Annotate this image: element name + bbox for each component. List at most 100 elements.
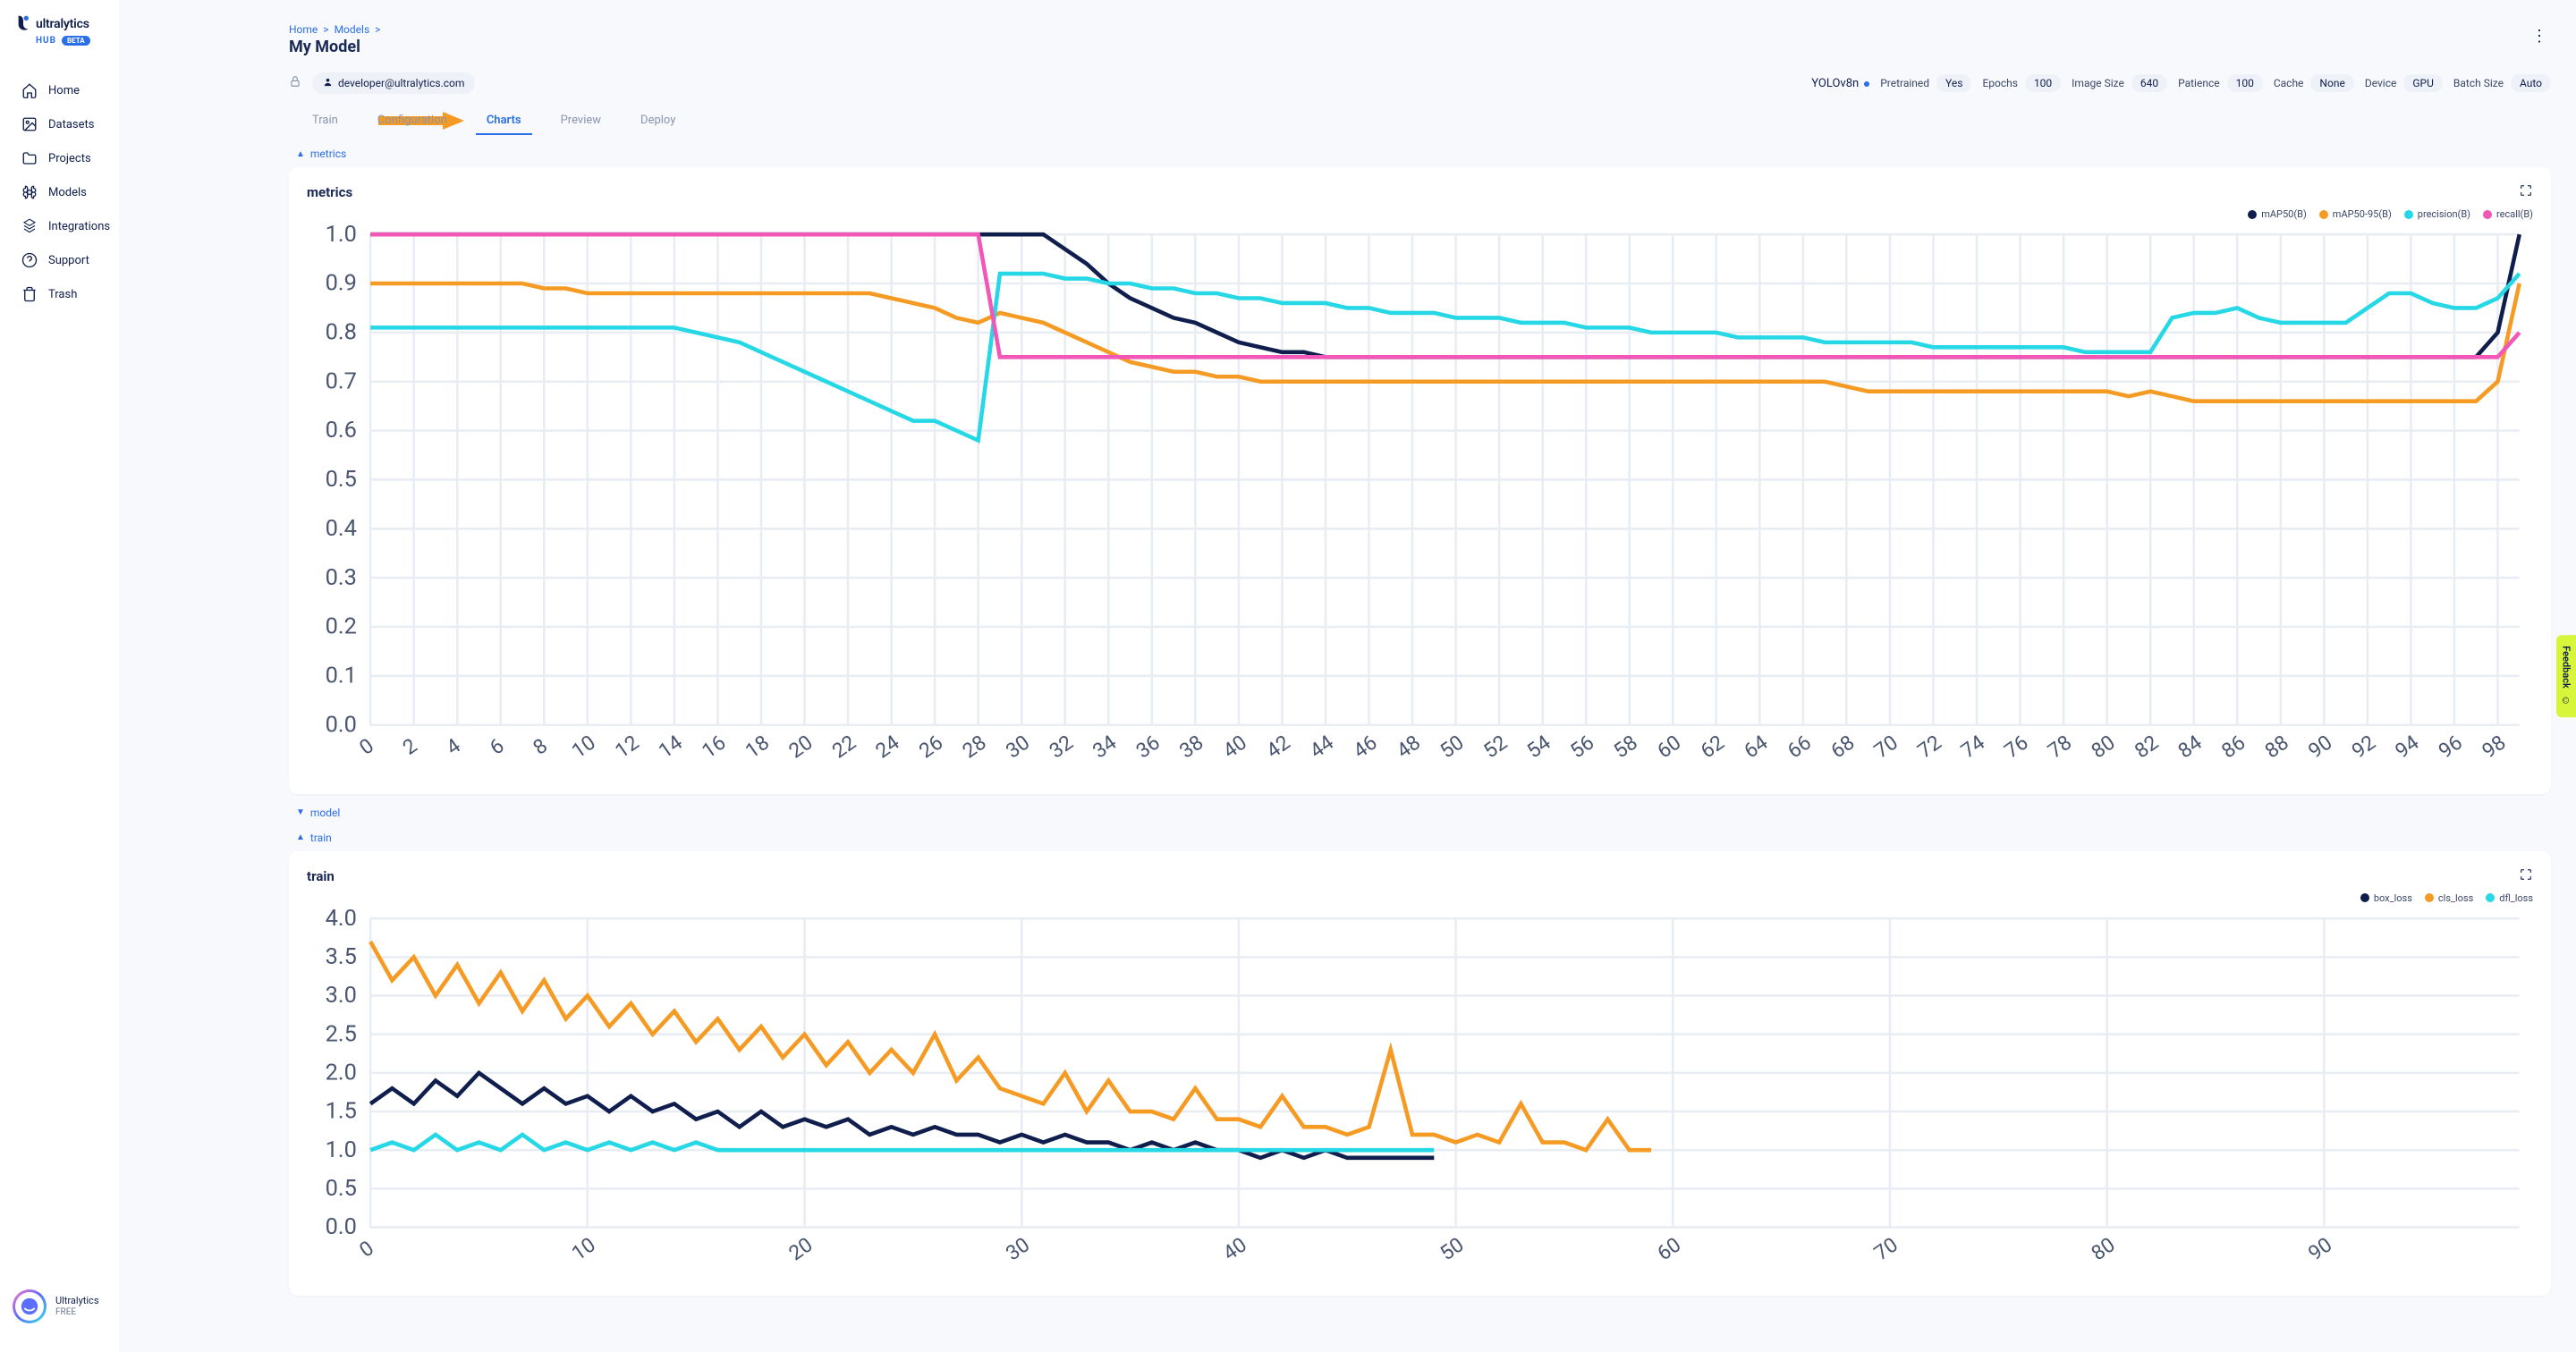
svg-text:42: 42 bbox=[1262, 731, 1295, 764]
section-toggle-metrics[interactable]: ▲ metrics bbox=[296, 148, 2551, 160]
svg-text:10: 10 bbox=[567, 1232, 600, 1265]
metrics-chart-card: metrics mAP50(B) mAP50-95(B) precision(B) r… bbox=[289, 167, 2551, 794]
breadcrumb-item[interactable]: Models bbox=[335, 23, 370, 36]
page-title: My Model bbox=[289, 38, 380, 56]
svg-text:80: 80 bbox=[2087, 1232, 2120, 1265]
svg-text:18: 18 bbox=[741, 731, 774, 764]
tab-configuration[interactable]: Configuration bbox=[372, 106, 453, 134]
expand-icon[interactable] bbox=[2519, 183, 2533, 201]
svg-text:14: 14 bbox=[654, 731, 687, 764]
svg-text:98: 98 bbox=[2478, 731, 2511, 764]
legend-item[interactable]: dfl_loss bbox=[2486, 892, 2533, 904]
help-icon bbox=[21, 252, 38, 268]
train-chart-card: train box_losscls_lossdfl_loss 0.00.51.0… bbox=[289, 851, 2551, 1296]
footer-org: Ultralytics bbox=[55, 1295, 99, 1306]
svg-text:34: 34 bbox=[1089, 731, 1122, 764]
sidebar-footer[interactable]: Ultralytics FREE bbox=[0, 1275, 119, 1338]
svg-text:20: 20 bbox=[784, 1232, 818, 1265]
svg-text:2.5: 2.5 bbox=[326, 1020, 357, 1047]
meta-device: DeviceGPU bbox=[2365, 74, 2443, 92]
smile-icon: ☺ bbox=[2560, 694, 2572, 706]
tab-train[interactable]: Train bbox=[307, 106, 343, 134]
svg-text:0.0: 0.0 bbox=[326, 711, 357, 738]
expand-icon[interactable] bbox=[2519, 867, 2533, 885]
svg-text:96: 96 bbox=[2434, 731, 2467, 764]
svg-text:0.1: 0.1 bbox=[326, 663, 357, 689]
brand-name: ultralytics bbox=[36, 17, 89, 31]
sidebar-item-projects[interactable]: Projects bbox=[0, 142, 119, 174]
nav: HomeDatasetsProjectsModelsIntegrationsSu… bbox=[0, 67, 119, 317]
svg-text:72: 72 bbox=[1913, 731, 1946, 764]
legend-item[interactable]: mAP50(B) bbox=[2248, 208, 2307, 220]
legend-item[interactable]: recall(B) bbox=[2483, 208, 2533, 220]
svg-text:0.4: 0.4 bbox=[326, 515, 357, 542]
sidebar-item-trash[interactable]: Trash bbox=[0, 278, 119, 310]
legend-item[interactable]: cls_loss bbox=[2425, 892, 2473, 904]
svg-text:60: 60 bbox=[1653, 1232, 1686, 1265]
svg-text:0: 0 bbox=[355, 1236, 378, 1262]
tabs: Train Configuration Charts Preview Deploy bbox=[289, 106, 2551, 135]
owner-chip[interactable]: developer@ultralytics.com bbox=[312, 72, 475, 94]
tab-preview[interactable]: Preview bbox=[555, 106, 606, 134]
svg-text:8: 8 bbox=[529, 733, 552, 759]
svg-text:1.0: 1.0 bbox=[326, 1136, 357, 1162]
sidebar-item-models[interactable]: Models bbox=[0, 176, 119, 208]
svg-text:70: 70 bbox=[1869, 731, 1902, 764]
svg-text:68: 68 bbox=[1826, 731, 1860, 764]
sidebar-item-home[interactable]: Home bbox=[0, 74, 119, 106]
sidebar-item-integrations[interactable]: Integrations bbox=[0, 210, 119, 242]
beta-badge: BETA bbox=[62, 36, 90, 46]
home-icon bbox=[21, 82, 38, 98]
svg-text:82: 82 bbox=[2131, 731, 2164, 764]
svg-text:46: 46 bbox=[1349, 731, 1382, 764]
svg-text:3.0: 3.0 bbox=[326, 982, 357, 1009]
meta-image-size: Image Size640 bbox=[2072, 74, 2167, 92]
svg-text:50: 50 bbox=[1436, 731, 1469, 764]
svg-text:74: 74 bbox=[1956, 731, 1989, 764]
legend-item[interactable]: precision(B) bbox=[2404, 208, 2470, 220]
svg-text:64: 64 bbox=[1740, 731, 1773, 764]
more-menu-icon[interactable]: ⋮ bbox=[2528, 23, 2551, 49]
svg-text:24: 24 bbox=[871, 731, 904, 764]
svg-text:1.5: 1.5 bbox=[326, 1097, 357, 1124]
sidebar-item-support[interactable]: Support bbox=[0, 244, 119, 276]
section-toggle-model[interactable]: ▼ model bbox=[296, 807, 2551, 819]
svg-text:30: 30 bbox=[1002, 731, 1035, 764]
svg-text:44: 44 bbox=[1305, 731, 1338, 764]
svg-text:52: 52 bbox=[1479, 731, 1513, 764]
chevron-up-icon: ▲ bbox=[296, 149, 305, 159]
person-icon bbox=[323, 77, 333, 89]
tab-deploy[interactable]: Deploy bbox=[635, 106, 681, 134]
svg-text:28: 28 bbox=[958, 731, 991, 764]
layers-icon bbox=[21, 218, 38, 234]
brand-block: ultralytics HUB BETA bbox=[0, 14, 119, 67]
sidebar-item-datasets[interactable]: Datasets bbox=[0, 108, 119, 140]
main: Home>Models> My Model ⋮ developer@ultral… bbox=[119, 0, 2576, 1352]
tab-charts[interactable]: Charts bbox=[481, 106, 527, 134]
section-toggle-train[interactable]: ▲ train bbox=[296, 832, 2551, 844]
svg-text:22: 22 bbox=[827, 731, 860, 764]
metrics-chart-title: metrics bbox=[307, 184, 352, 200]
svg-text:80: 80 bbox=[2087, 731, 2120, 764]
avatar bbox=[13, 1289, 47, 1323]
meta-cache: CacheNone bbox=[2274, 74, 2354, 92]
svg-text:78: 78 bbox=[2044, 731, 2077, 764]
svg-text:84: 84 bbox=[2174, 731, 2207, 764]
svg-text:0.5: 0.5 bbox=[326, 466, 357, 493]
svg-text:92: 92 bbox=[2347, 731, 2380, 764]
svg-text:40: 40 bbox=[1218, 731, 1251, 764]
breadcrumb: Home>Models> bbox=[289, 23, 380, 36]
legend-item[interactable]: mAP50-95(B) bbox=[2319, 208, 2392, 220]
svg-text:6: 6 bbox=[485, 733, 508, 759]
svg-text:86: 86 bbox=[2217, 731, 2250, 764]
legend-item[interactable]: box_loss bbox=[2360, 892, 2412, 904]
folder-icon bbox=[21, 150, 38, 166]
model-info-row: developer@ultralytics.com YOLOv8n Pretra… bbox=[289, 72, 2551, 94]
svg-text:36: 36 bbox=[1131, 731, 1165, 764]
brand-sub: HUB bbox=[36, 36, 56, 46]
svg-text:54: 54 bbox=[1522, 731, 1555, 764]
feedback-tab[interactable]: Feedback ☺ bbox=[2556, 635, 2576, 717]
breadcrumb-item[interactable]: Home bbox=[289, 23, 318, 36]
svg-text:2.0: 2.0 bbox=[326, 1059, 357, 1086]
svg-text:0.8: 0.8 bbox=[326, 318, 357, 345]
